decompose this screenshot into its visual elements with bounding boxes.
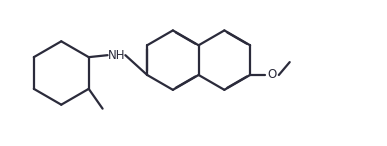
Text: O: O <box>267 68 276 81</box>
Text: NH: NH <box>108 49 125 62</box>
